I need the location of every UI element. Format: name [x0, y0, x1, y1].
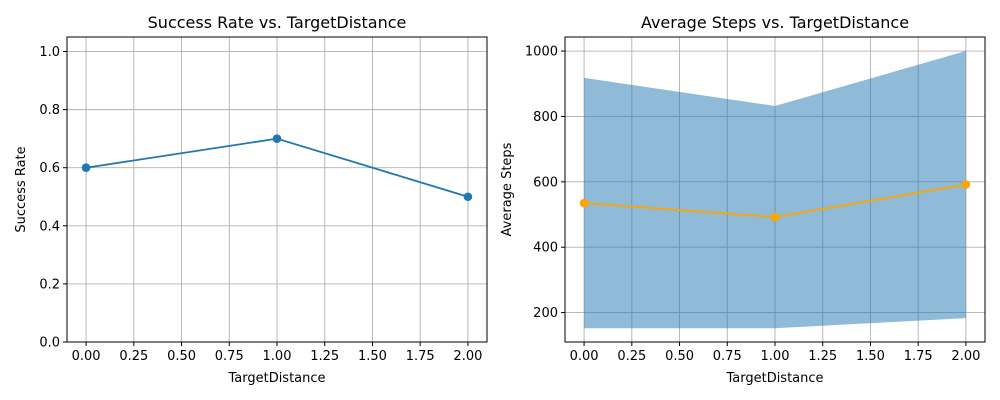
- x-tick-label: 1.25: [808, 349, 837, 364]
- y-tick-label: 0.8: [39, 103, 60, 118]
- y-tick-label: 0.6: [39, 161, 60, 176]
- data-point: [81, 163, 91, 173]
- x-tick-label: 1.50: [856, 349, 885, 364]
- y-tick-label: 600: [533, 175, 558, 190]
- x-tick-label: 1.25: [310, 349, 339, 364]
- x-axis-label: TargetDistance: [227, 371, 325, 386]
- x-tick-label: 1.00: [761, 349, 790, 364]
- data-point: [463, 192, 473, 202]
- data-point: [961, 180, 971, 189]
- x-tick-label: 1.50: [358, 349, 387, 364]
- x-tick-label: 0.00: [72, 349, 101, 364]
- data-point: [770, 212, 780, 222]
- x-tick-label: 0.25: [119, 349, 148, 364]
- data-point: [579, 198, 589, 208]
- x-tick-label: 0.75: [713, 349, 742, 364]
- x-tick-label: 0.50: [167, 349, 196, 364]
- y-axis-label: Average Steps: [500, 142, 515, 236]
- range-band: [584, 51, 966, 329]
- y-tick-label: 800: [533, 110, 558, 125]
- x-tick-label: 0.75: [215, 349, 244, 364]
- x-tick-label: 0.50: [665, 349, 694, 364]
- y-tick-label: 0.4: [39, 219, 60, 234]
- x-tick-label: 1.00: [263, 349, 292, 364]
- x-tick-label: 2.00: [453, 349, 482, 364]
- y-tick-label: 1000: [525, 45, 558, 60]
- y-tick-label: 400: [533, 241, 558, 256]
- x-tick-label: 2.00: [951, 349, 980, 364]
- chart-title: Success Rate vs. TargetDistance: [148, 13, 407, 32]
- y-tick-label: 200: [533, 306, 558, 321]
- y-tick-label: 0.2: [39, 277, 60, 292]
- chart-title: Average Steps vs. TargetDistance: [641, 13, 909, 32]
- data-point: [272, 134, 282, 143]
- y-axis-label: Success Rate: [14, 146, 29, 232]
- chart-success-rate: 0.00 0.25 0.50 0.75 1.00 1.25 1.50 1.75 2.00 0.0…: [14, 13, 488, 386]
- x-tick-label: 1.75: [904, 349, 933, 364]
- y-tick-label: 1.0: [39, 45, 60, 60]
- chart-average-steps: 0.00 0.25 0.50 0.75 1.00 1.25 1.50 1.75 2.00 200…: [500, 13, 986, 386]
- x-tick-label: 1.75: [406, 349, 435, 364]
- x-axis-label: TargetDistance: [725, 371, 823, 386]
- y-tick-label: 0.0: [39, 336, 60, 351]
- x-tick-label: 0.25: [617, 349, 646, 364]
- x-tick-label: 0.00: [570, 349, 599, 364]
